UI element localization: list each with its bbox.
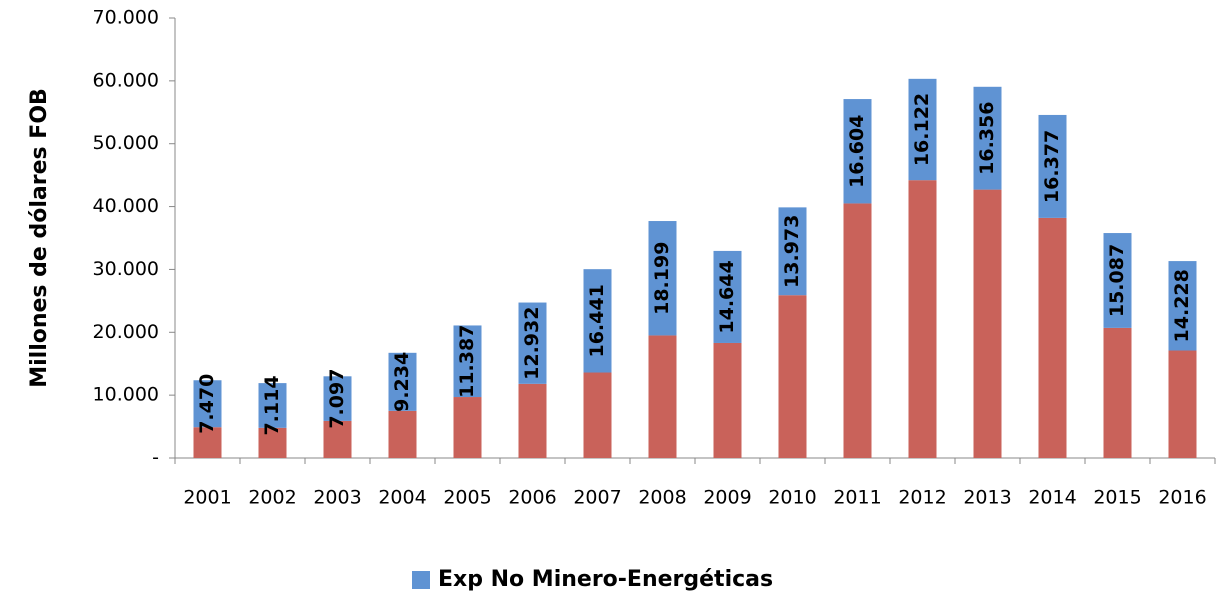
x-tick-label: 2011 xyxy=(833,487,881,509)
bar-segment xyxy=(258,427,287,458)
bar-segment xyxy=(1038,114,1067,218)
data-label: 11.387 xyxy=(456,325,478,398)
legend-swatch xyxy=(412,571,430,589)
bar-segment xyxy=(193,380,222,428)
legend-label: Exp No Minero-Energéticas xyxy=(438,567,773,592)
bar-segment xyxy=(843,99,872,204)
bar-segment xyxy=(973,189,1002,458)
bar-segment xyxy=(1168,261,1197,351)
bar-segment xyxy=(388,352,417,411)
x-tick-label: 2002 xyxy=(248,487,296,509)
x-tick-label: 2015 xyxy=(1093,487,1141,509)
bar-segment xyxy=(713,342,742,458)
x-tick-label: 2006 xyxy=(508,487,556,509)
data-label: 15.087 xyxy=(1106,244,1128,317)
data-label: 7.114 xyxy=(261,375,283,435)
y-tick-label: 10.000 xyxy=(93,384,159,406)
bar-segment xyxy=(778,207,807,296)
bar-segment xyxy=(1103,327,1132,458)
bar-segment xyxy=(258,383,287,428)
data-label: 14.228 xyxy=(1171,269,1193,342)
y-tick-label: 70.000 xyxy=(93,7,159,29)
x-tick-label: 2003 xyxy=(313,487,361,509)
data-label: 13.973 xyxy=(781,215,803,288)
bar-segment xyxy=(453,397,482,458)
bar-segment xyxy=(778,295,807,458)
x-tick-label: 2016 xyxy=(1158,487,1206,509)
bar-segment xyxy=(1103,233,1132,328)
x-tick-label: 2001 xyxy=(183,487,231,509)
data-label: 9.234 xyxy=(391,352,413,412)
x-tick-label: 2013 xyxy=(963,487,1011,509)
data-label: 16.441 xyxy=(586,284,608,357)
bar-segment xyxy=(713,250,742,343)
bar-segment xyxy=(583,269,612,373)
bar-segment xyxy=(908,180,937,458)
y-tick-label: 30.000 xyxy=(93,258,159,280)
bar-segment xyxy=(453,325,482,398)
data-label: 14.644 xyxy=(716,260,738,333)
x-tick-label: 2014 xyxy=(1028,487,1076,509)
x-tick-label: 2004 xyxy=(378,487,426,509)
bar-segment xyxy=(1038,217,1067,458)
data-label: 7.097 xyxy=(326,369,348,429)
bar-segment xyxy=(583,372,612,458)
bar-segment xyxy=(973,86,1002,190)
x-tick-label: 2009 xyxy=(703,487,751,509)
bar-segment xyxy=(193,427,222,458)
bar-segment xyxy=(323,420,352,458)
x-tick-label: 2012 xyxy=(898,487,946,509)
bar-segment xyxy=(388,410,417,458)
y-tick-label: 20.000 xyxy=(93,321,159,343)
bar-segment xyxy=(323,376,352,421)
bar-segment xyxy=(648,221,677,336)
y-tick-label: 60.000 xyxy=(93,69,159,91)
y-axis-label: Millones de dólares FOB xyxy=(27,88,52,388)
bar-segment xyxy=(908,78,937,181)
y-tick-label: 40.000 xyxy=(93,195,159,217)
data-label: 16.377 xyxy=(1041,130,1063,203)
bar-segment xyxy=(518,383,547,458)
bar-segment xyxy=(843,203,872,458)
x-tick-label: 2007 xyxy=(573,487,621,509)
y-tick-label: 50.000 xyxy=(93,132,159,154)
x-tick-label: 2010 xyxy=(768,487,816,509)
data-label: 16.356 xyxy=(976,102,998,175)
bar-segment xyxy=(1168,350,1197,458)
data-label: 16.604 xyxy=(846,115,868,188)
data-label: 7.470 xyxy=(196,374,218,434)
bar-segment xyxy=(518,302,547,384)
x-tick-label: 2008 xyxy=(638,487,686,509)
bar-segment xyxy=(648,335,677,458)
data-label: 12.932 xyxy=(521,307,543,380)
y-tick-label: - xyxy=(152,447,159,469)
x-tick-label: 2005 xyxy=(443,487,491,509)
data-label: 16.122 xyxy=(911,93,933,166)
data-label: 18.199 xyxy=(651,242,673,315)
